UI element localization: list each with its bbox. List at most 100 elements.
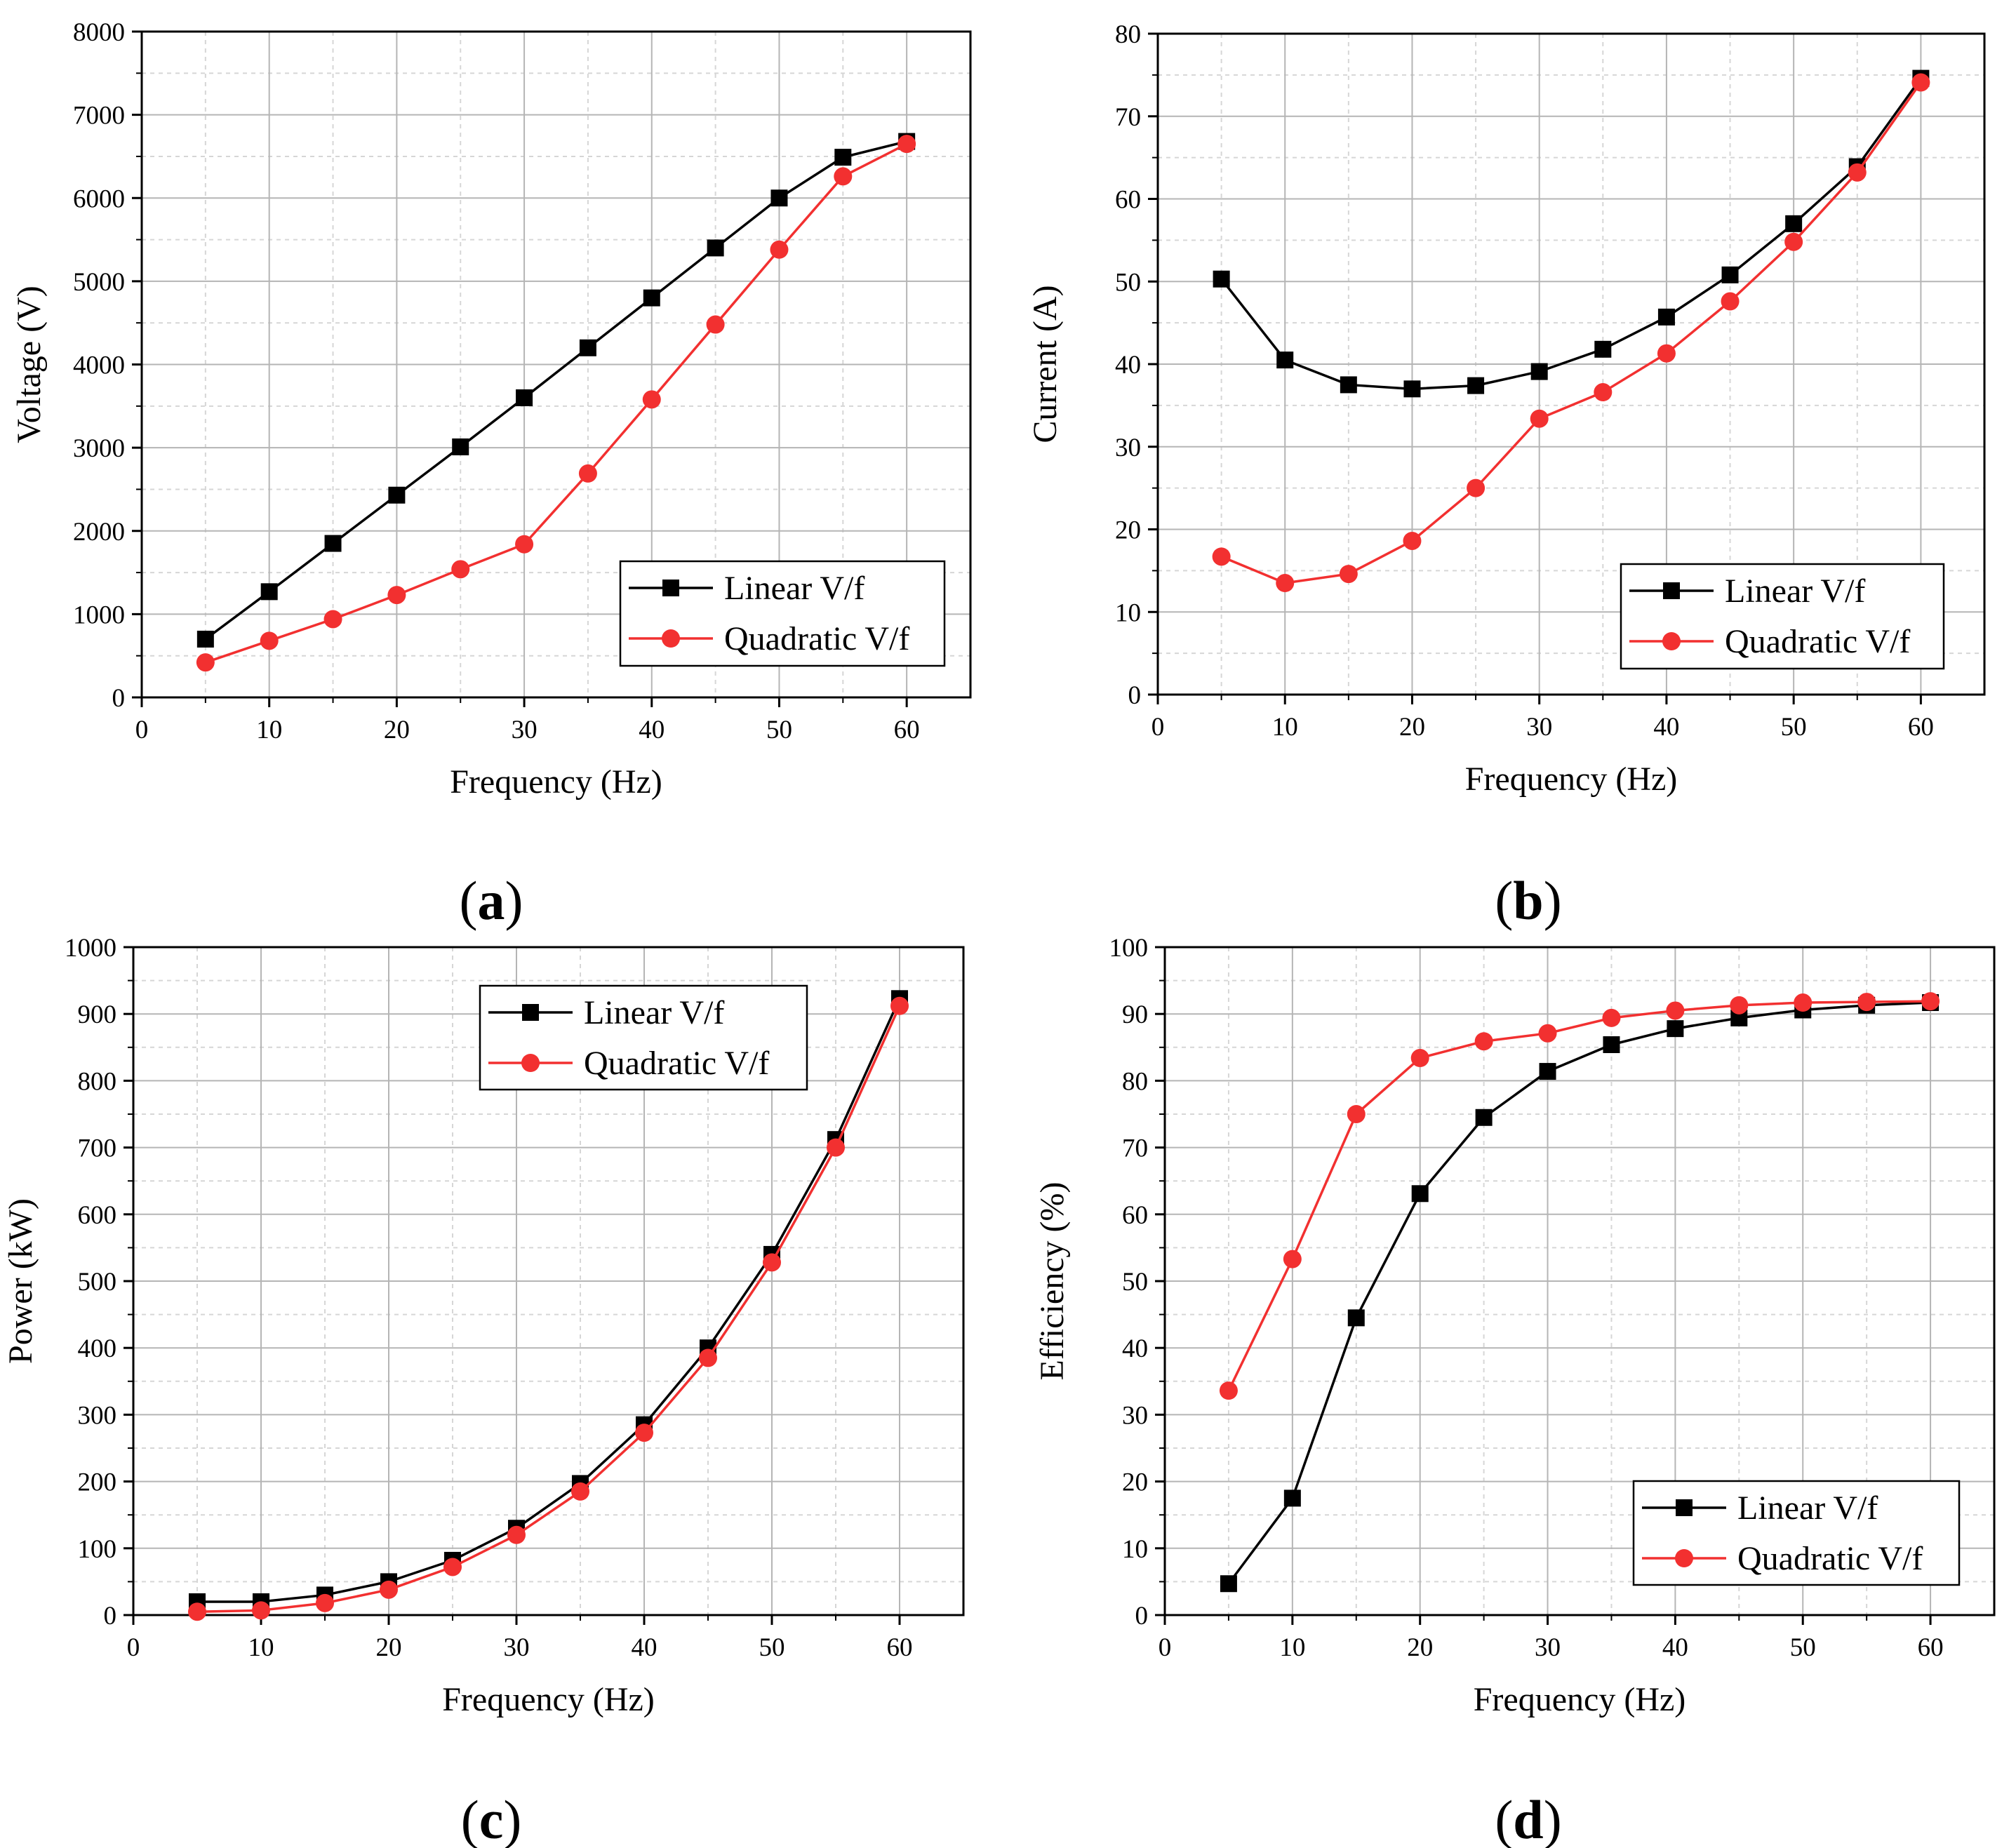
data-point: [770, 189, 788, 207]
x-tick-label: 0: [1159, 1633, 1172, 1662]
data-point: [1667, 1020, 1684, 1038]
data-point: [706, 315, 725, 334]
y-axis-title: Current (A): [1027, 285, 1064, 443]
data-point: [1467, 478, 1486, 497]
x-tick-label: 50: [1790, 1633, 1816, 1662]
x-tick-label: 10: [1272, 713, 1298, 742]
data-point: [1410, 1049, 1429, 1068]
legend-label: Linear V/f: [724, 570, 865, 607]
x-tick-label: 20: [1407, 1633, 1433, 1662]
x-tick-label: 10: [248, 1633, 274, 1662]
y-tick-label: 20: [1115, 516, 1141, 545]
y-tick-label: 5000: [73, 268, 125, 297]
legend-marker: [1662, 632, 1681, 650]
data-point: [1784, 232, 1803, 251]
series-line: [196, 1005, 901, 1613]
y-axis-title: Power (kW): [2, 1198, 39, 1364]
data-point: [1276, 351, 1294, 369]
data-point: [316, 1593, 334, 1612]
y-tick-label: 200: [78, 1468, 117, 1497]
data-point: [387, 586, 406, 605]
legend-label: Linear V/f: [584, 994, 724, 1031]
data-point: [388, 486, 406, 504]
legend-label: Quadratic V/f: [1737, 1540, 1923, 1577]
x-tick-label: 0: [135, 716, 149, 744]
legend-label: Linear V/f: [1737, 1489, 1878, 1527]
x-tick-label: 40: [1662, 1633, 1688, 1662]
data-point: [1347, 1105, 1366, 1123]
x-tick-label: 50: [1781, 713, 1807, 742]
y-tick-label: 60: [1115, 186, 1141, 215]
legend-marker: [521, 1054, 540, 1072]
panel-d-efficiency: 0 10 20 30 40 50 60 0 10 20 30 40 50 60 70 80 90 100 Frequ…: [1034, 934, 1996, 1848]
data-point: [1283, 1250, 1302, 1268]
legend-box: [479, 984, 808, 1091]
y-tick-label: 80: [1122, 1067, 1148, 1096]
y-tick-label: 2000: [73, 518, 125, 547]
y-tick-label: 1000: [65, 934, 116, 963]
data-point: [1220, 1575, 1237, 1593]
data-point: [1911, 73, 1930, 92]
data-point: [1666, 1001, 1685, 1020]
legend-box: [1620, 563, 1945, 670]
data-point: [188, 1602, 206, 1621]
data-point: [643, 289, 660, 307]
data-point: [1539, 1063, 1556, 1080]
y-tick-label: 800: [78, 1067, 117, 1096]
y-tick-label: 3000: [73, 434, 125, 463]
legend-marker: [662, 629, 680, 648]
series-quadratic-v-f: [188, 996, 909, 1621]
x-axis-title: Frequency (Hz): [1465, 761, 1678, 798]
grid: [133, 947, 963, 1615]
y-tick-label: 0: [1128, 681, 1142, 710]
data-point: [571, 1482, 589, 1501]
y-tick-label: 4000: [73, 351, 125, 380]
data-point: [1475, 1109, 1493, 1126]
legend-label: Quadratic V/f: [724, 620, 909, 657]
data-point: [1594, 383, 1613, 402]
x-tick-label: 20: [376, 1633, 402, 1662]
panel-label: (c): [461, 1789, 522, 1848]
y-tick-label: 40: [1115, 351, 1141, 380]
y-tick-label: 400: [78, 1334, 117, 1363]
data-point: [516, 389, 533, 406]
x-axis-title: Frequency (Hz): [450, 763, 662, 801]
legend-marker: [1663, 582, 1680, 599]
y-tick-label: 30: [1115, 434, 1141, 462]
data-point: [763, 1253, 781, 1272]
y-tick-label: 10: [1122, 1535, 1148, 1564]
data-point: [1538, 1024, 1557, 1043]
legend: Linear V/f Quadratic V/f: [619, 560, 946, 667]
y-tick-label: 0: [112, 684, 126, 713]
y-axis-title: Efficiency (%): [1034, 1182, 1071, 1381]
data-point: [1921, 992, 1940, 1011]
y-tick-label: 10: [1115, 598, 1141, 627]
x-tick-label: 30: [1535, 1633, 1561, 1662]
data-point: [196, 630, 214, 648]
y-tick-label: 7000: [73, 102, 125, 130]
legend-label: Quadratic V/f: [584, 1045, 769, 1082]
x-tick-label: 50: [766, 716, 792, 744]
legend-label: Quadratic V/f: [1725, 623, 1910, 660]
data-point: [1603, 1036, 1620, 1053]
x-tick-label: 40: [632, 1633, 657, 1662]
x-tick-label: 60: [1908, 713, 1934, 742]
legend: Linear V/f Quadratic V/f: [1620, 563, 1945, 670]
data-point: [1276, 574, 1295, 593]
y-tick-label: 100: [78, 1535, 117, 1564]
x-tick-label: 30: [1526, 713, 1552, 742]
data-point: [770, 240, 789, 259]
data-point: [260, 583, 278, 601]
data-point: [260, 631, 279, 650]
data-point: [1730, 996, 1749, 1015]
x-tick-label: 40: [1653, 713, 1679, 742]
data-point: [1721, 292, 1740, 311]
series-linear-v-f: [196, 133, 916, 648]
data-point: [1340, 376, 1357, 394]
data-point: [1530, 409, 1549, 428]
x-tick-label: 30: [504, 1633, 530, 1662]
y-tick-label: 500: [78, 1268, 117, 1297]
series-line: [1227, 1001, 1931, 1585]
y-tick-label: 1000: [73, 601, 125, 629]
